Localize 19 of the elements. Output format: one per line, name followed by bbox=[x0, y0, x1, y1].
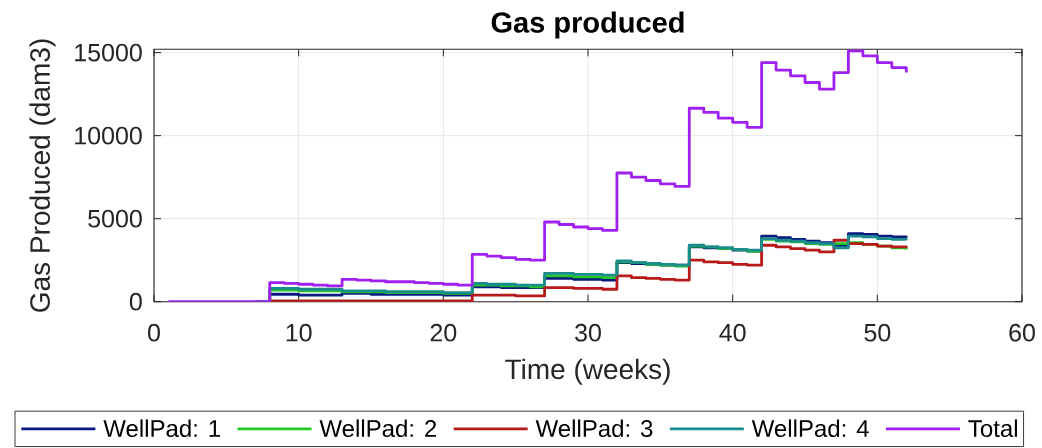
y-axis-title: Gas Produced (dam3) bbox=[29, 39, 56, 312]
x-tick-label: 40 bbox=[719, 323, 746, 342]
y-tick-label: 0 bbox=[129, 292, 142, 311]
y-tick-label: 15000 bbox=[75, 43, 142, 62]
x-tick-label: 60 bbox=[1009, 323, 1035, 342]
x-axis-title: Time (weeks) bbox=[505, 358, 670, 385]
legend-label: WellPad: 3 bbox=[535, 419, 653, 438]
y-tick-label: 10000 bbox=[75, 126, 142, 145]
chart-title: Gas produced bbox=[491, 11, 684, 39]
x-tick-label: 30 bbox=[575, 323, 601, 342]
x-tick-label: 0 bbox=[148, 323, 160, 342]
legend-label: WellPad: 2 bbox=[319, 419, 437, 438]
y-tick-label: 5000 bbox=[88, 209, 142, 228]
legend-label: WellPad: 1 bbox=[103, 419, 220, 438]
x-tick-label: 20 bbox=[430, 323, 457, 342]
legend-label: Total bbox=[968, 419, 1017, 438]
x-tick-label: 10 bbox=[286, 323, 312, 342]
x-tick-label: 50 bbox=[864, 323, 891, 342]
legend-label: WellPad: 4 bbox=[751, 419, 869, 438]
